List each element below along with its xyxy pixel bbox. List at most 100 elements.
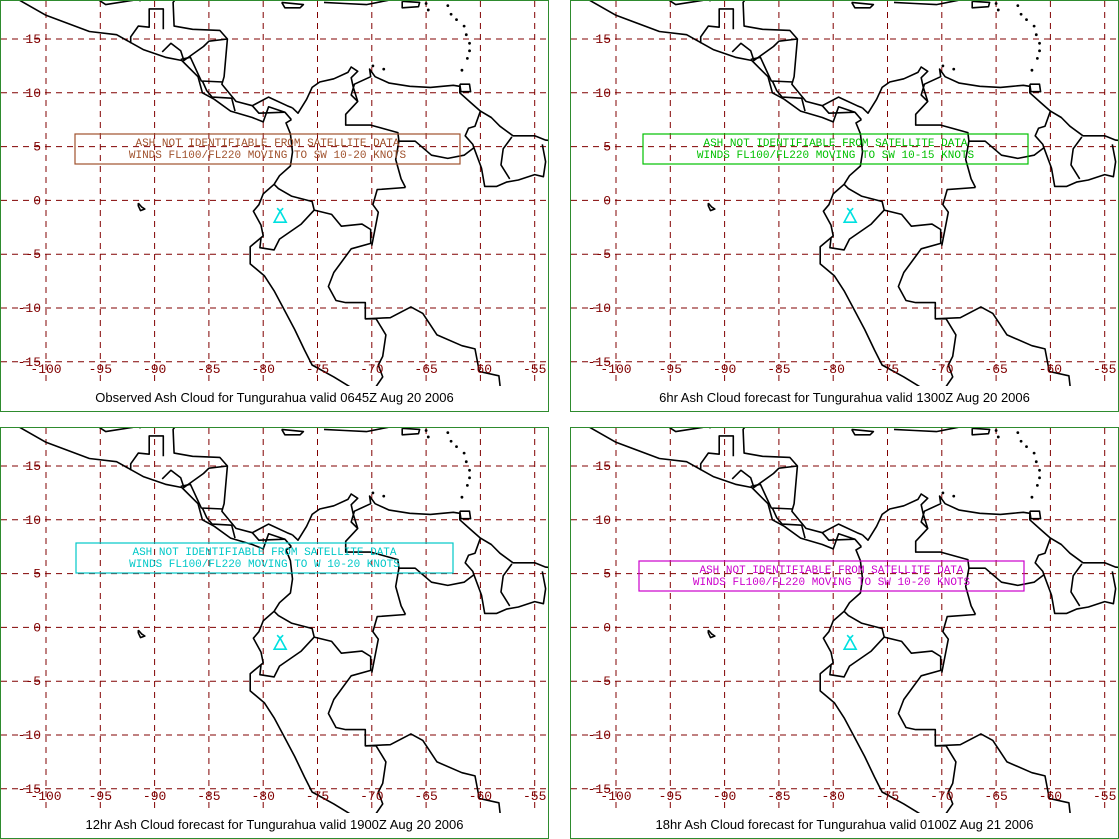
coastline [473, 571, 547, 615]
advisory-line: ASH NOT IDENTIFIABLE FROM SATELLITE DATA [699, 565, 963, 577]
coastline [1070, 136, 1083, 180]
coastline [161, 465, 228, 489]
island [426, 8, 430, 12]
coastline [971, 428, 991, 436]
island [382, 67, 386, 71]
island [424, 2, 428, 5]
panel-caption: 18hr Ash Cloud forecast for Tungurahua v… [655, 817, 1034, 832]
coastline [1029, 83, 1042, 93]
lon-tick-label: -70 [360, 362, 383, 377]
island [460, 495, 464, 499]
lon-tick-label: -90 [143, 362, 166, 377]
coastline [914, 100, 977, 188]
lon-tick-label: -70 [930, 789, 953, 804]
coastline [668, 1, 863, 109]
island [1032, 451, 1036, 455]
lon-tick-label: -95 [659, 362, 682, 377]
coastline [129, 8, 165, 44]
coastline [589, 428, 863, 550]
coastline [699, 8, 735, 44]
lon-tick-label: -75 [876, 362, 899, 377]
lon-tick-label: -95 [89, 789, 112, 804]
advisory-line: WINDS FL100/FL220 MOVING TO SW 10-20 KNO… [693, 577, 971, 589]
volcano-icon [272, 634, 288, 651]
coastline [821, 532, 855, 541]
island [996, 435, 1000, 439]
lon-tick-label: -100 [600, 362, 631, 377]
island [446, 4, 450, 8]
island [1019, 12, 1023, 16]
graticule [1, 1, 548, 386]
lat-tick-label: 15 [595, 459, 611, 474]
lat-tick-label: -10 [18, 728, 41, 743]
coastline [291, 66, 548, 142]
lat-tick-label: 5 [33, 140, 41, 155]
island [941, 491, 945, 495]
island [464, 460, 468, 464]
lat-tick-label: -15 [588, 782, 611, 797]
coastline [201, 507, 236, 539]
coastline [251, 532, 285, 541]
coastline [259, 183, 315, 251]
island [371, 491, 375, 495]
coastline [914, 527, 977, 615]
lon-tick-label: -65 [414, 362, 437, 377]
lon-tick-label: -55 [1093, 362, 1116, 377]
volcano-icon [842, 207, 858, 224]
coastline [731, 38, 798, 62]
lat-tick-label: 15 [595, 32, 611, 47]
island [1038, 476, 1041, 480]
coastline [314, 209, 387, 386]
island [941, 64, 945, 68]
island [468, 49, 471, 53]
lon-tick-label: -65 [414, 789, 437, 804]
island [462, 24, 466, 28]
coastline [707, 629, 716, 639]
coastline [707, 202, 716, 212]
coastline [731, 465, 798, 489]
lon-tick-label: -55 [523, 362, 546, 377]
lat-tick-label: -15 [18, 355, 41, 370]
coastline [371, 186, 406, 246]
lon-tick-label: -90 [143, 789, 166, 804]
lat-tick-label: -10 [588, 301, 611, 316]
panel-18hr: 15 10 5 0 -5 -10 -15 -100 -95 -90 -85 -80 -75 -70 -65 -… [570, 427, 1119, 839]
coastlines [589, 428, 1118, 813]
lon-tick-label: -70 [360, 789, 383, 804]
advisory-line: WINDS FL100/FL220 MOVING TO W 10-20 KNOT… [129, 559, 400, 571]
coastline [829, 183, 885, 251]
advisory-box: ASH NOT IDENTIFIABLE FROM SATELLITE DATA… [74, 133, 461, 165]
coastline [851, 428, 875, 436]
island [424, 429, 428, 432]
coastline [750, 56, 794, 83]
coastline [884, 636, 957, 813]
island [465, 56, 469, 60]
coastline [851, 1, 875, 9]
coastline [161, 38, 228, 62]
tick-labels: 15 10 5 0 -5 -10 -15-100 -95 -90 -85 -80 -75 -70 -65 -… [588, 32, 1117, 377]
advisory-frame [75, 542, 454, 574]
lat-tick-label: 0 [33, 620, 41, 635]
lat-tick-label: 0 [603, 193, 611, 208]
coastline [401, 1, 421, 9]
graticule [571, 1, 1118, 386]
lon-tick-label: -75 [306, 362, 329, 377]
lon-tick-label: -55 [1093, 789, 1116, 804]
coastline [1043, 571, 1117, 615]
island [1034, 460, 1038, 464]
island [952, 494, 956, 498]
island [468, 468, 471, 472]
panel-caption: 6hr Ash Cloud forecast for Tungurahua va… [659, 390, 1030, 405]
ash-map-6hr: 15 10 5 0 -5 -10 -15-100 -95 -90 -85 -80 -75 -70 -65 -… [571, 1, 1118, 386]
advisory-frame [74, 133, 461, 165]
coastline [19, 1, 293, 123]
coastline [821, 105, 855, 114]
island [460, 68, 464, 72]
lon-tick-label: -75 [306, 789, 329, 804]
island [952, 67, 956, 71]
coastline [137, 629, 146, 639]
island [455, 18, 458, 22]
coastline [459, 83, 472, 93]
island [1016, 4, 1020, 8]
island [455, 445, 458, 449]
